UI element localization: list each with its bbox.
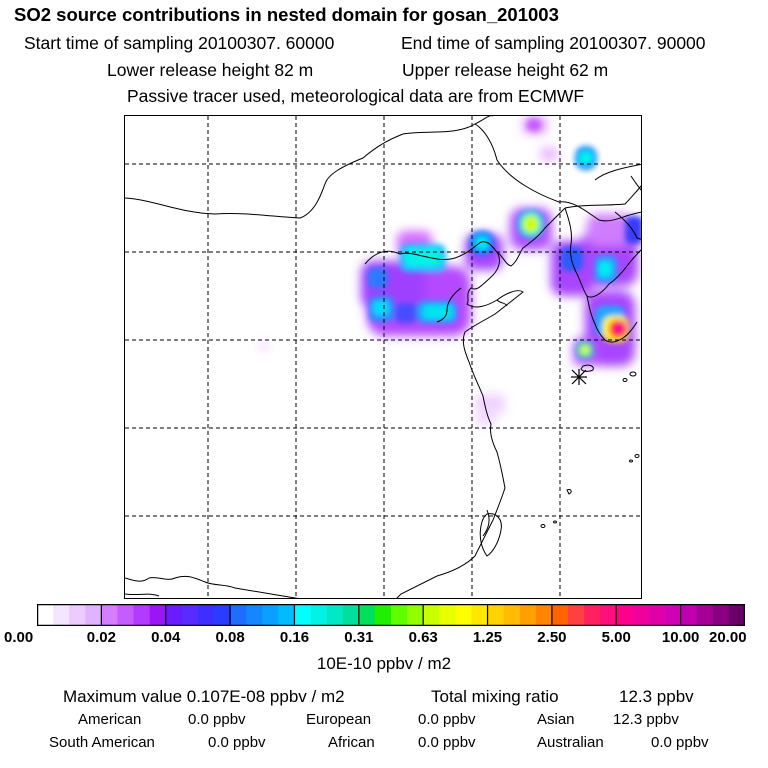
colorbar-cell [391,604,408,626]
colorbar-cell [262,604,279,626]
region-value-south-american: 0.0 ppbv [208,734,266,751]
colorbar-unit-label: 10E-10 ppbv / m2 [316,654,452,673]
region-value-asian: 12.3 ppbv [613,711,679,728]
colorbar-cell [85,604,102,626]
colorbar-cell [455,604,472,626]
colorbar-cell [117,604,134,626]
colorbar-tick-label: 2.50 [537,629,567,646]
colorbar-cell [246,604,263,626]
end-time-label: End time of sampling 20100307. 90000 [401,33,706,53]
colorbar-cell [728,604,745,626]
colorbar-cell [133,604,151,626]
colorbar-tick-label: 0.08 [215,629,245,646]
colorbar [37,604,745,626]
colorbar-cell [696,604,714,626]
plume-core-layer [368,119,641,358]
colorbar-cell [342,604,360,626]
colorbar-cell [568,604,585,626]
region-name-south-american: South American [49,734,155,751]
max-value-label: Maximum value 0.107E-08 ppbv / m2 [63,687,345,706]
colorbar-cell [648,604,665,626]
coastline-layer [125,116,641,598]
colorbar-cell [535,604,553,626]
colorbar-cell [278,604,295,626]
colorbar-cell [165,604,183,626]
colorbar-cell [471,604,488,626]
region-name-african: African [328,734,375,751]
colorbar-cell [197,604,215,626]
region-name-asian: Asian [537,711,575,728]
colorbar-cell [230,604,247,626]
region-name-european: European [306,711,372,728]
colorbar-tick-label: 1.25 [472,629,503,646]
colorbar-cell [310,604,328,626]
colorbar-cell [680,604,698,626]
colorbar-tick-label: 0.31 [344,629,374,646]
colorbar-cell [632,604,649,626]
region-value-african: 0.0 ppbv [418,734,476,751]
colorbar-tick-label: 0.00 [4,629,34,646]
lower-release-label: Lower release height 82 m [107,60,314,80]
colorbar-tick-label: 20.00 [709,629,747,646]
colorbar-tick-label: 0.63 [408,629,438,646]
total-mixing-label: Total mixing ratio [431,687,559,706]
colorbar-cell [294,604,311,626]
region-value-american: 0.0 ppbv [188,711,246,728]
colorbar-cell [423,604,440,626]
colorbar-cell [600,604,617,626]
colorbar-cell [326,604,344,626]
jeju-island [580,364,594,372]
map-title: SO2 source contributions in nested domai… [14,4,559,25]
colorbar-cell [214,604,231,626]
start-time-label: Start time of sampling 20100307. 60000 [24,33,335,53]
map-panel [124,115,642,599]
region-value-european: 0.0 ppbv [418,711,476,728]
colorbar-cell [181,604,199,626]
colorbar-cell [101,604,118,626]
colorbar-tick-label: 5.00 [601,629,631,646]
grid-layer [125,116,641,598]
colorbar-cell [664,604,682,626]
colorbar-tick-label: 10.00 [661,629,700,646]
colorbar-cell [374,604,392,626]
colorbar-cell [69,604,86,626]
region-name-australian: Australian [537,734,604,751]
colorbar-cell [584,604,601,626]
total-mixing-value: 12.3 ppbv [619,687,694,706]
colorbar-cell [37,604,54,626]
tracer-note: Passive tracer used, meteorological data… [127,86,585,106]
source-star-icon [571,369,587,385]
colorbar-tick-label: 0.02 [86,629,116,646]
region-name-american: American [78,711,142,728]
colorbar-cell [551,604,569,626]
colorbar-cell [616,604,633,626]
colorbar-cell [712,604,730,626]
upper-release-label: Upper release height 62 m [402,60,609,80]
taiwan-island [479,513,502,557]
colorbar-cell [503,604,521,626]
colorbar-cell [407,604,424,626]
island-layer [479,364,640,557]
colorbar-cell [487,604,505,626]
colorbar-cell [53,604,70,626]
colorbar-tick-label: 0.16 [279,629,310,646]
colorbar-cell [439,604,456,626]
colorbar-border [37,604,745,626]
colorbar-tick-label: 0.04 [151,629,181,646]
colorbar-cell [358,604,376,626]
colorbar-cell [519,604,537,626]
map-canvas [125,116,641,598]
region-value-australian: 0.0 ppbv [651,734,709,751]
colorbar-cell [149,604,167,626]
